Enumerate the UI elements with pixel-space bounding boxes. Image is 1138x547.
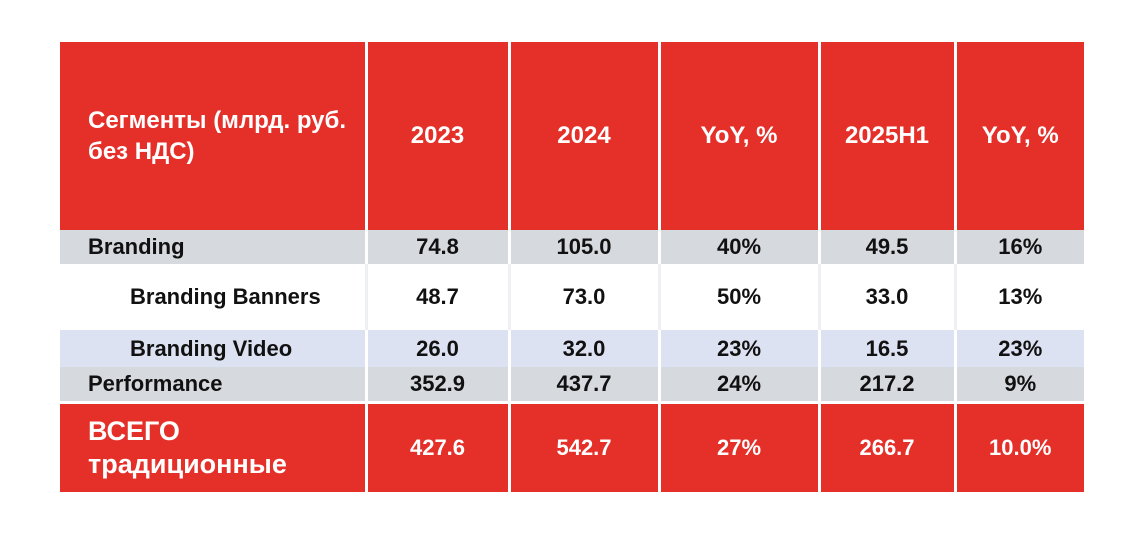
yoy-2024: 40% xyxy=(659,230,821,264)
yoy-2025h1: 16% xyxy=(955,230,1084,264)
value-2024: 437.7 xyxy=(509,367,661,403)
value-2025h1: 16.5 xyxy=(819,330,957,367)
value-2025h1: 33.0 xyxy=(819,264,957,330)
header-yoy-2024: YoY, % xyxy=(659,42,821,230)
value-2025h1: 49.5 xyxy=(819,230,957,264)
segment-name: Branding Banners xyxy=(60,264,368,330)
yoy-2024: 50% xyxy=(659,264,821,330)
header-yoy-2025h1: YoY, % xyxy=(955,42,1084,230)
value-2025h1: 217.2 xyxy=(819,367,957,403)
table-row-branding-banners: Branding Banners 48.7 73.0 50% 33.0 13% xyxy=(60,264,1084,330)
header-row: Сегменты (млрд. руб. без НДС) 2023 2024 … xyxy=(60,42,1084,230)
yoy-2025h1: 13% xyxy=(955,264,1084,330)
table-row-total: ВСЕГО традиционные 427.6 542.7 27% 266.7… xyxy=(60,401,1084,492)
total-name-line2: традиционные xyxy=(88,449,287,479)
yoy-2024: 23% xyxy=(659,330,821,367)
total-2025h1: 266.7 xyxy=(819,401,957,492)
yoy-2025h1: 23% xyxy=(955,330,1084,367)
segment-name: Performance xyxy=(60,367,368,403)
header-segments: Сегменты (млрд. руб. без НДС) xyxy=(60,42,368,230)
header-2025h1: 2025H1 xyxy=(819,42,957,230)
segment-name: Branding Video xyxy=(60,330,368,367)
total-name: ВСЕГО традиционные xyxy=(60,401,368,492)
total-yoy-2024: 27% xyxy=(659,401,821,492)
yoy-2025h1: 9% xyxy=(955,367,1084,403)
segment-name: Branding xyxy=(60,230,368,264)
value-2023: 352.9 xyxy=(366,367,511,403)
table-row-branding-video: Branding Video 26.0 32.0 23% 16.5 23% xyxy=(60,330,1084,367)
value-2024: 105.0 xyxy=(509,230,661,264)
table-row-branding: Branding 74.8 105.0 40% 49.5 16% xyxy=(60,230,1084,264)
yoy-2024: 24% xyxy=(659,367,821,403)
value-2023: 74.8 xyxy=(366,230,511,264)
value-2024: 73.0 xyxy=(509,264,661,330)
total-yoy-2025h1: 10.0% xyxy=(955,401,1084,492)
total-name-line1: ВСЕГО xyxy=(88,416,180,446)
table-row-performance: Performance 352.9 437.7 24% 217.2 9% xyxy=(60,367,1084,403)
value-2023: 48.7 xyxy=(366,264,511,330)
value-2023: 26.0 xyxy=(366,330,511,367)
total-2024: 542.7 xyxy=(509,401,661,492)
value-2024: 32.0 xyxy=(509,330,661,367)
header-2023: 2023 xyxy=(366,42,511,230)
segments-table: Сегменты (млрд. руб. без НДС) 2023 2024 … xyxy=(60,42,1084,492)
header-2024: 2024 xyxy=(509,42,661,230)
total-2023: 427.6 xyxy=(366,401,511,492)
